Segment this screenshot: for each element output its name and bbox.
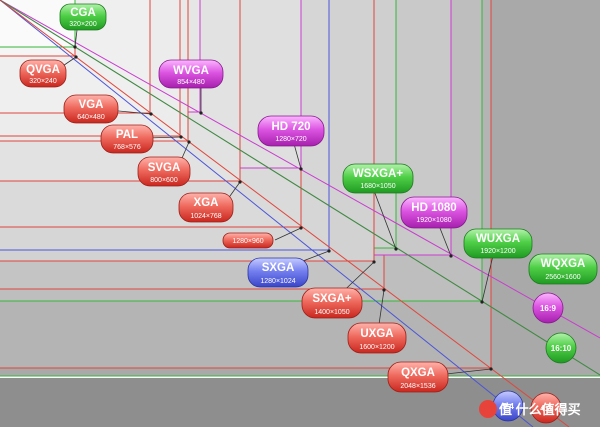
label-wqxga-name: WQXGA [541,258,586,270]
label-hd1080-res: 1920×1080 [416,217,451,224]
label-sxga: SXGA 1280×1024 [247,257,309,288]
marker-4-3: 4:3 [530,392,562,424]
label-qvga: QVGA 320×240 [19,59,67,88]
label-svga: SVGA 800×600 [137,156,191,187]
label-cga-name: CGA [70,7,96,19]
label-sxgaplus-res: 1400×1050 [314,309,349,316]
label-qxga: QXGA 2048×1536 [387,361,449,393]
label-hd720-res: 1280×720 [275,136,306,143]
label-wqxga-res: 2560×1600 [545,274,580,281]
label-wsxga-res: 1680×1050 [360,183,395,190]
label-wuxga-name: WUXGA [476,233,520,245]
label-hd720: HD 720 1280×720 [257,115,325,147]
watermark-logo-icon [479,400,497,418]
label-hd1080: HD 1080 1920×1080 [400,196,468,229]
label-wuxga: WUXGA 1920×1200 [463,228,533,259]
label-svga-name: SVGA [148,162,181,174]
label-qxga-name: QXGA [401,367,435,379]
diagonal-4-3 [0,0,570,427]
diagonal-16-10-shade [0,0,600,376]
label-vga-name: VGA [79,99,104,111]
label-sxgaplus-name: SXGA+ [312,293,352,305]
label-hd720-name: HD 720 [272,121,311,133]
label-1280x960: 1280×960 [222,232,274,249]
aspect-markers: 16:9 16:10 5:4 4:3 [492,292,577,424]
diagonal-5-4 [0,0,534,427]
label-xga: XGA 1024×768 [178,192,234,223]
label-qvga-name: QVGA [26,64,60,76]
marker-16-10: 16:10 [545,332,577,364]
corner-dots [73,45,493,371]
label-wsxga-name: WSXGA+ [353,168,403,180]
label-sxga-res: 1280×1024 [260,278,295,285]
label-wvga: WVGA 854×480 [158,59,224,89]
marker-16-10-label: 16:10 [551,344,572,353]
label-qvga-res: 320×240 [29,78,57,85]
label-pal-name: PAL [116,129,138,141]
label-uxga-res: 1600×1200 [359,344,394,351]
label-hd1080-name: HD 1080 [411,202,456,214]
label-wsxga: WSXGA+ 1680×1050 [342,163,414,194]
label-sxga-name: SXGA [262,262,295,274]
label-xga-name: XGA [194,197,219,209]
label-xga-res: 1024×768 [190,213,221,220]
label-wvga-name: WVGA [173,65,209,77]
label-svga-res: 800×600 [150,177,178,184]
label-wvga-res: 854×480 [177,79,205,86]
watermark: 值 什么值得买 [479,400,581,418]
marker-16-9-label: 16:9 [540,304,557,313]
label-sxgaplus: SXGA+ 1400×1050 [301,287,363,319]
label-pal: PAL 768×576 [100,124,154,154]
resolution-labels: CGA 320×200 QVGA 320×240 WVGA 854×480 VG… [19,3,598,393]
label-wqxga: WQXGA 2560×1600 [528,253,598,285]
label-cga: CGA 320×200 [59,3,107,31]
label-vga: VGA 640×480 [63,94,119,124]
label-vga-res: 640×480 [77,114,105,121]
label-1280x960-res: 1280×960 [232,238,263,245]
label-uxga: UXGA 1600×1200 [347,322,407,354]
label-cga-res: 320×200 [69,21,97,28]
label-qxga-res: 2048×1536 [400,383,435,390]
label-pal-res: 768×576 [113,144,141,151]
label-wuxga-res: 1920×1200 [480,248,515,255]
marker-16-9: 16:9 [532,292,564,324]
watermark-text: 值 什么值得买 [499,402,581,417]
marker-4-3-label: 4:3 [540,404,552,413]
label-uxga-name: UXGA [360,328,393,340]
marker-5-4-label: 5:4 [502,402,514,411]
